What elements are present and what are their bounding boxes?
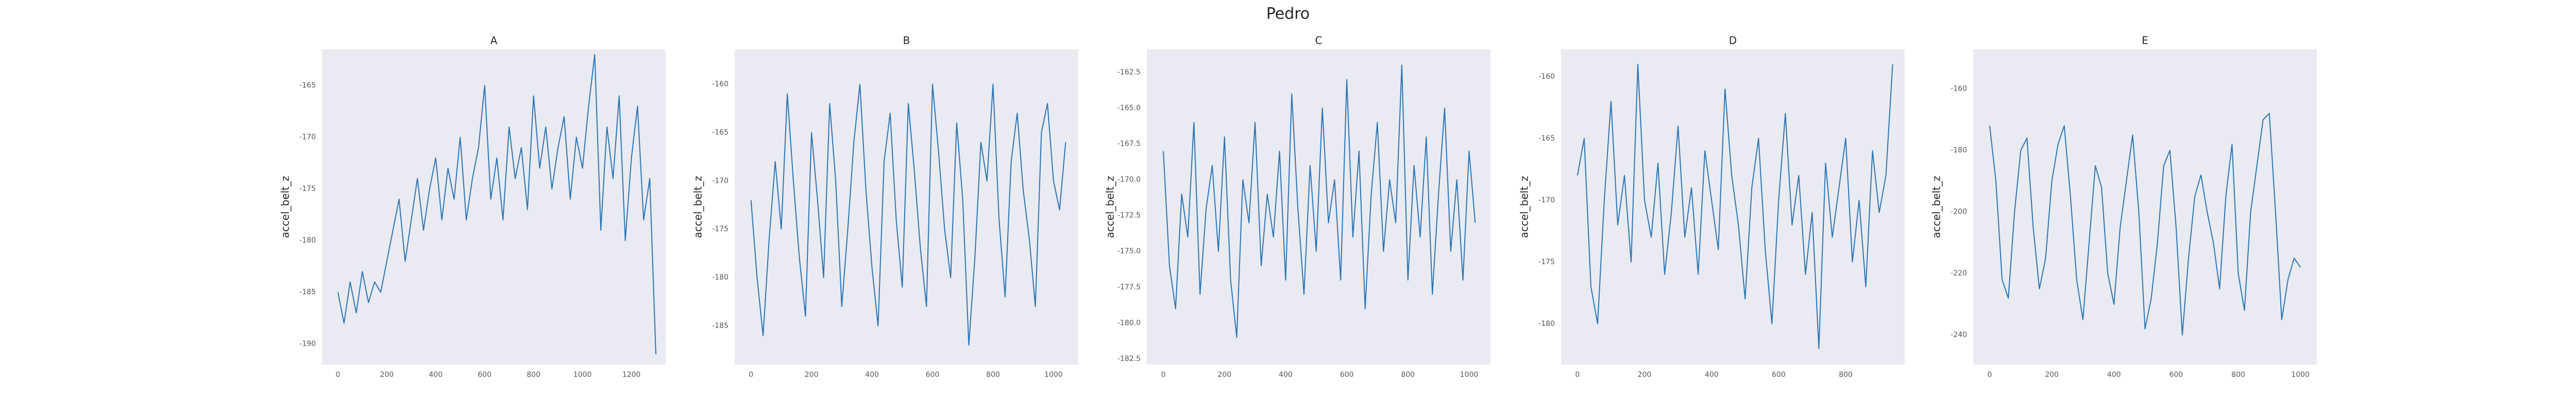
x-tick-label: 0 xyxy=(1988,371,1992,379)
x-tick-label: 1000 xyxy=(573,371,592,379)
x-tick-label: 0 xyxy=(335,371,340,379)
x-tick-label: 400 xyxy=(429,371,443,379)
x-tick-label: 200 xyxy=(805,371,819,379)
plot-area xyxy=(1147,49,1490,365)
y-tick-label: -185 xyxy=(712,322,728,330)
figure-title: Pedro xyxy=(1266,5,1310,23)
plot-area xyxy=(1973,49,2317,365)
y-tick-label: -162.5 xyxy=(1117,68,1141,77)
y-tick-label: -165 xyxy=(299,81,316,90)
x-tick-label: 200 xyxy=(1638,371,1652,379)
x-tick-label: 1000 xyxy=(1460,371,1479,379)
y-tick-label: -170 xyxy=(712,177,728,185)
y-axis-label: accel_belt_z xyxy=(279,176,292,238)
y-tick-label: -160 xyxy=(1951,85,1967,93)
x-tick-label: 800 xyxy=(1839,371,1853,379)
y-tick-label: -177.5 xyxy=(1117,283,1141,291)
y-tick-label: -175 xyxy=(1538,258,1555,266)
x-tick-label: 0 xyxy=(749,371,753,379)
y-tick-label: -180 xyxy=(299,236,316,245)
data-line xyxy=(1163,64,1476,338)
y-tick-label: -175 xyxy=(712,225,728,233)
x-tick-label: 600 xyxy=(926,371,940,379)
x-tick-label: 1000 xyxy=(1044,371,1063,379)
y-tick-label: -200 xyxy=(1951,208,1967,216)
plot-area xyxy=(1561,49,1905,365)
y-tick-label: -165.0 xyxy=(1117,104,1141,112)
subplot-title: E xyxy=(2142,34,2148,47)
x-tick-label: 600 xyxy=(1340,371,1354,379)
plot-area xyxy=(322,49,666,365)
y-tick-label: -167.5 xyxy=(1117,140,1141,148)
x-tick-label: 200 xyxy=(2045,371,2059,379)
y-tick-label: -240 xyxy=(1951,331,1967,339)
x-tick-label: 0 xyxy=(1575,371,1580,379)
subplot-title: D xyxy=(1729,34,1737,47)
y-axis-label: accel_belt_z xyxy=(1930,176,1943,238)
x-tick-label: 400 xyxy=(1279,371,1293,379)
y-axis-label: accel_belt_z xyxy=(692,176,704,238)
x-tick-label: 800 xyxy=(986,371,1000,379)
y-tick-label: -160 xyxy=(1538,73,1555,81)
y-tick-label: -165 xyxy=(1538,134,1555,143)
y-tick-label: -182.5 xyxy=(1117,355,1141,363)
plot-area xyxy=(735,49,1078,365)
x-tick-label: 800 xyxy=(1401,371,1415,379)
y-tick-label: -180 xyxy=(1951,146,1967,154)
x-tick-label: 400 xyxy=(865,371,879,379)
x-tick-label: 1000 xyxy=(2291,371,2310,379)
x-tick-label: 600 xyxy=(478,371,492,379)
x-tick-label: 600 xyxy=(1772,371,1786,379)
y-tick-label: -190 xyxy=(299,340,316,348)
y-tick-label: -180.0 xyxy=(1117,319,1141,327)
y-tick-label: -172.5 xyxy=(1117,212,1141,220)
x-tick-label: 800 xyxy=(2231,371,2245,379)
y-tick-label: -180 xyxy=(712,273,728,282)
y-tick-label: -170.0 xyxy=(1117,176,1141,184)
y-tick-label: -170 xyxy=(1538,196,1555,204)
x-tick-label: 200 xyxy=(380,371,394,379)
data-line xyxy=(1577,63,1893,349)
x-tick-label: 200 xyxy=(1217,371,1231,379)
y-axis-label: accel_belt_z xyxy=(1104,176,1116,238)
y-tick-label: -185 xyxy=(299,288,316,297)
y-tick-label: -175 xyxy=(299,185,316,193)
x-tick-label: 0 xyxy=(1161,371,1166,379)
data-line xyxy=(337,54,657,354)
data-line xyxy=(750,83,1066,346)
y-tick-label: -220 xyxy=(1951,269,1967,278)
subplot-title: A xyxy=(490,34,498,47)
y-axis-label: accel_belt_z xyxy=(1518,176,1531,238)
x-tick-label: 400 xyxy=(1705,371,1719,379)
y-tick-label: -180 xyxy=(1538,320,1555,328)
y-tick-label: -165 xyxy=(712,128,728,136)
subplot-title: B xyxy=(903,34,910,47)
y-tick-label: -175.0 xyxy=(1117,247,1141,255)
y-tick-label: -170 xyxy=(299,133,316,142)
x-tick-label: 1200 xyxy=(622,371,641,379)
x-tick-label: 800 xyxy=(527,371,540,379)
y-tick-label: -160 xyxy=(712,80,728,89)
subplot-title: C xyxy=(1315,34,1323,47)
data-line xyxy=(1989,113,2301,336)
x-tick-label: 400 xyxy=(2107,371,2121,379)
x-tick-label: 600 xyxy=(2169,371,2183,379)
